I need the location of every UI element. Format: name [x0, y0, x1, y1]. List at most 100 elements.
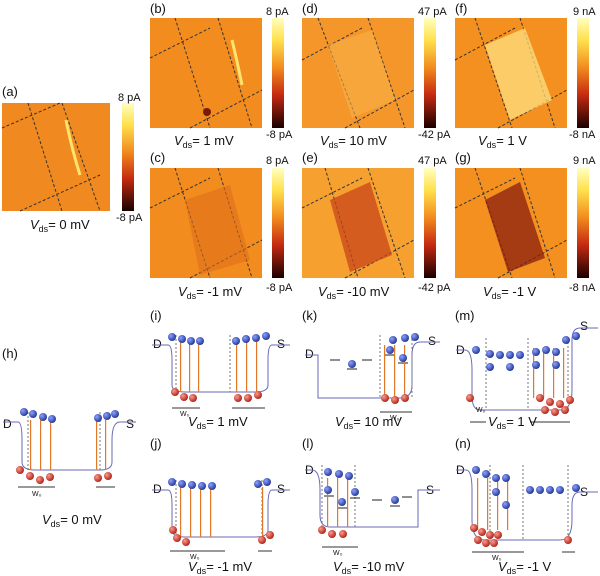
vds-label: Vds= 10 mV	[335, 414, 402, 431]
source-label: S	[277, 337, 285, 351]
inner-region	[185, 185, 250, 275]
drain-label: D	[153, 482, 162, 496]
width-label: W₀	[32, 491, 42, 498]
vds-label: Vds= 0 mV	[30, 217, 90, 234]
panel-letter: (g)	[455, 150, 471, 165]
band-edge	[305, 469, 440, 528]
source-label: S	[428, 334, 436, 348]
colorbar-min: -8 pA	[266, 282, 293, 294]
band-edge	[152, 489, 290, 538]
depletion-boundary	[175, 335, 231, 392]
band-panel-i: (i) D S W₀ Vds= 1 mV	[150, 308, 290, 431]
drain-label: D	[3, 417, 12, 431]
colorbar-max: 8 pA	[266, 155, 289, 167]
colorbar-max: 9 nA	[573, 155, 596, 167]
vds-label: Vds= -10 mV	[318, 284, 390, 301]
colorbar-min: -42 pA	[418, 282, 451, 294]
source-label: S	[580, 319, 588, 333]
colorbar	[272, 168, 284, 278]
flake-outline	[454, 167, 568, 279]
panel-g: (g) 9 nA -8 nA Vds= -1 V	[454, 150, 596, 301]
band-edge	[152, 344, 290, 393]
panel-letter: (a)	[2, 84, 18, 99]
width-label: W₀	[476, 407, 486, 414]
source-label: S	[126, 417, 134, 431]
vds-label: Vds= -1 mV	[178, 284, 242, 301]
colorbar-min: -8 nA	[569, 282, 596, 294]
band-edge	[305, 341, 440, 399]
panel-letter: (h)	[2, 346, 18, 361]
panel-letter: (f)	[455, 1, 467, 16]
panel-letter: (i)	[150, 308, 162, 323]
edge-current	[64, 119, 82, 176]
panel-letter: (e)	[302, 150, 318, 165]
colorbar-min: -8 nA	[569, 129, 596, 141]
panel-d: (d) 47 pA -42 pA Vds= 10 mV	[301, 1, 451, 150]
depletion-boundary	[379, 335, 413, 398]
depletion-boundary	[27, 412, 101, 470]
inner-region	[330, 182, 392, 272]
width-label: W₀	[180, 411, 190, 418]
colorbar	[122, 103, 134, 211]
colorbar	[577, 168, 589, 278]
band-panel-k: (k) D S W₀ Vds= 10 mV	[302, 308, 440, 431]
drain-label: D	[305, 347, 314, 361]
band-panel-h: (h) D S W₀ Vds= 0 mV	[2, 346, 136, 529]
electrons	[20, 408, 119, 423]
panel-letter: (d)	[302, 1, 318, 16]
colorbar-max: 8 pA	[118, 92, 141, 104]
flake-outline	[149, 17, 263, 129]
panel-letter: (c)	[150, 150, 165, 165]
width-label: W₀	[333, 550, 343, 557]
width-label: W₀	[190, 554, 200, 561]
vds-label: Vds= 1 V	[488, 414, 537, 431]
vds-label: Vds= -1 V	[498, 559, 552, 576]
band-edge	[456, 327, 598, 411]
vds-label: Vds= -1 V	[483, 284, 537, 301]
edge-current	[203, 108, 211, 116]
drain-label: D	[153, 337, 162, 351]
colorbar-max: 8 pA	[266, 6, 289, 18]
colorbar-max: 47 pA	[418, 155, 447, 167]
vds-label: Vds= 0 mV	[42, 512, 102, 529]
colorbar-min: -42 pA	[418, 129, 451, 141]
band-edge	[456, 469, 598, 541]
panel-f: (f) 9 nA -8 nA Vds= 1 V	[454, 1, 596, 150]
panel-c: (c) 8 pA -8 pA Vds= -1 mV	[149, 150, 293, 301]
colorbar	[424, 18, 436, 128]
inner-region	[328, 30, 395, 118]
colorbar-min: -8 pA	[116, 212, 143, 224]
flake-outline	[1, 102, 101, 212]
band-panel-j: (j) D S W₀ Vds= -1 mV	[150, 436, 290, 576]
panel-letter: (b)	[150, 1, 166, 16]
colorbar	[424, 168, 436, 278]
panel-letter: (l)	[302, 436, 314, 451]
width-label: W₀	[390, 415, 400, 422]
inner-region	[485, 182, 545, 272]
panel-letter: (m)	[455, 308, 475, 323]
band-panel-l: (l) D S W₀ Vds= -10 mV	[302, 436, 440, 576]
panel-letter: (n)	[455, 436, 471, 451]
inner-region	[485, 28, 552, 120]
panel-b: (b) 8 pA -8 pA Vds= 1 mV	[149, 1, 293, 150]
panel-letter: (j)	[150, 436, 162, 451]
panel-a: (a) 8 pA -8 pA Vds= 0 mV	[1, 84, 143, 234]
vds-label: Vds= 10 mV	[320, 133, 387, 150]
colorbar	[272, 18, 284, 128]
vds-label: Vds= 1 mV	[188, 414, 248, 431]
colorbar	[577, 18, 589, 128]
edge-current	[230, 39, 244, 86]
vds-label: Vds= -10 mV	[333, 559, 405, 576]
panel-e: (e) 47 pA -42 pA Vds= -10 mV	[301, 150, 451, 301]
colorbar-min: -8 pA	[266, 129, 293, 141]
colorbar-max: 9 nA	[573, 6, 596, 18]
panel-letter: (k)	[302, 308, 317, 323]
band-panel-n: (n) D S W₀ Vds= -1 V	[455, 436, 598, 576]
colorbar-max: 47 pA	[418, 6, 447, 18]
current-map	[2, 103, 110, 211]
depletion-boundary	[489, 465, 569, 540]
source-label: S	[277, 482, 285, 496]
vds-label: Vds= -1 mV	[188, 559, 252, 576]
width-label: W₀	[492, 555, 502, 562]
